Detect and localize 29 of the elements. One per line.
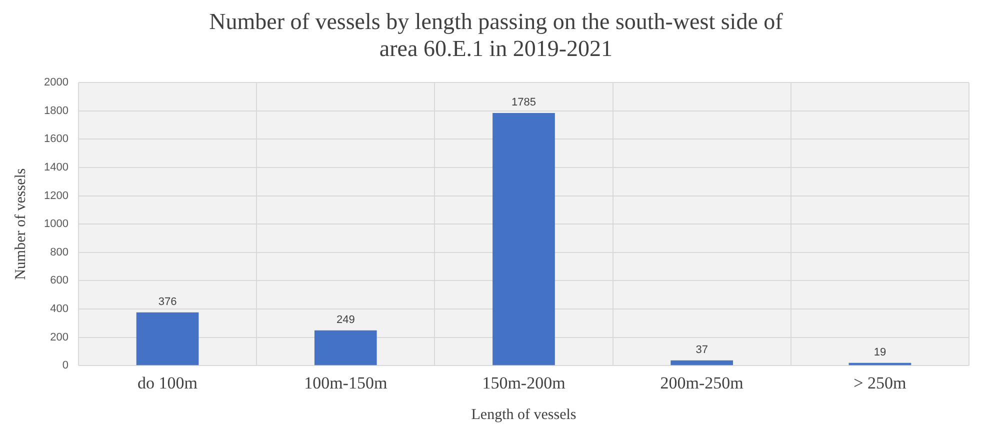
x-tick-label: 200m-250m	[660, 373, 744, 392]
x-tick-label: 150m-200m	[482, 373, 566, 392]
x-tick-label: > 250m	[854, 373, 906, 392]
data-label: 249	[336, 314, 355, 326]
y-tick-label: 200	[50, 331, 68, 344]
data-label: 19	[874, 346, 886, 358]
data-label: 1785	[511, 96, 536, 109]
bar	[314, 330, 377, 366]
y-tick-label: 2000	[44, 76, 68, 89]
chart-title: Number of vessels by length passing on the south-west side of area 60.E.1 in 2019-2021	[208, 8, 784, 62]
bar	[670, 360, 734, 366]
data-label: 376	[158, 296, 177, 308]
x-tick-label: 100m-150m	[304, 373, 388, 392]
y-tick-label: 1200	[44, 190, 68, 202]
bar	[492, 113, 555, 366]
y-tick-label: 1000	[44, 218, 68, 230]
x-tick-label: do 100m	[138, 373, 198, 392]
y-tick-label: 0	[62, 360, 68, 372]
y-tick-label: 1400	[44, 162, 68, 174]
y-axis-title: Number of vessels	[12, 168, 29, 280]
y-tick-label: 600	[50, 274, 68, 287]
y-tick-label: 1600	[44, 133, 68, 146]
data-label: 37	[696, 344, 708, 356]
y-tick-label: 800	[50, 246, 68, 258]
y-tick-label: 400	[50, 303, 68, 316]
x-axis-title: Length of vessels	[471, 406, 576, 423]
y-tick-label: 1800	[44, 104, 68, 117]
bar	[136, 312, 199, 366]
bar	[848, 362, 912, 366]
